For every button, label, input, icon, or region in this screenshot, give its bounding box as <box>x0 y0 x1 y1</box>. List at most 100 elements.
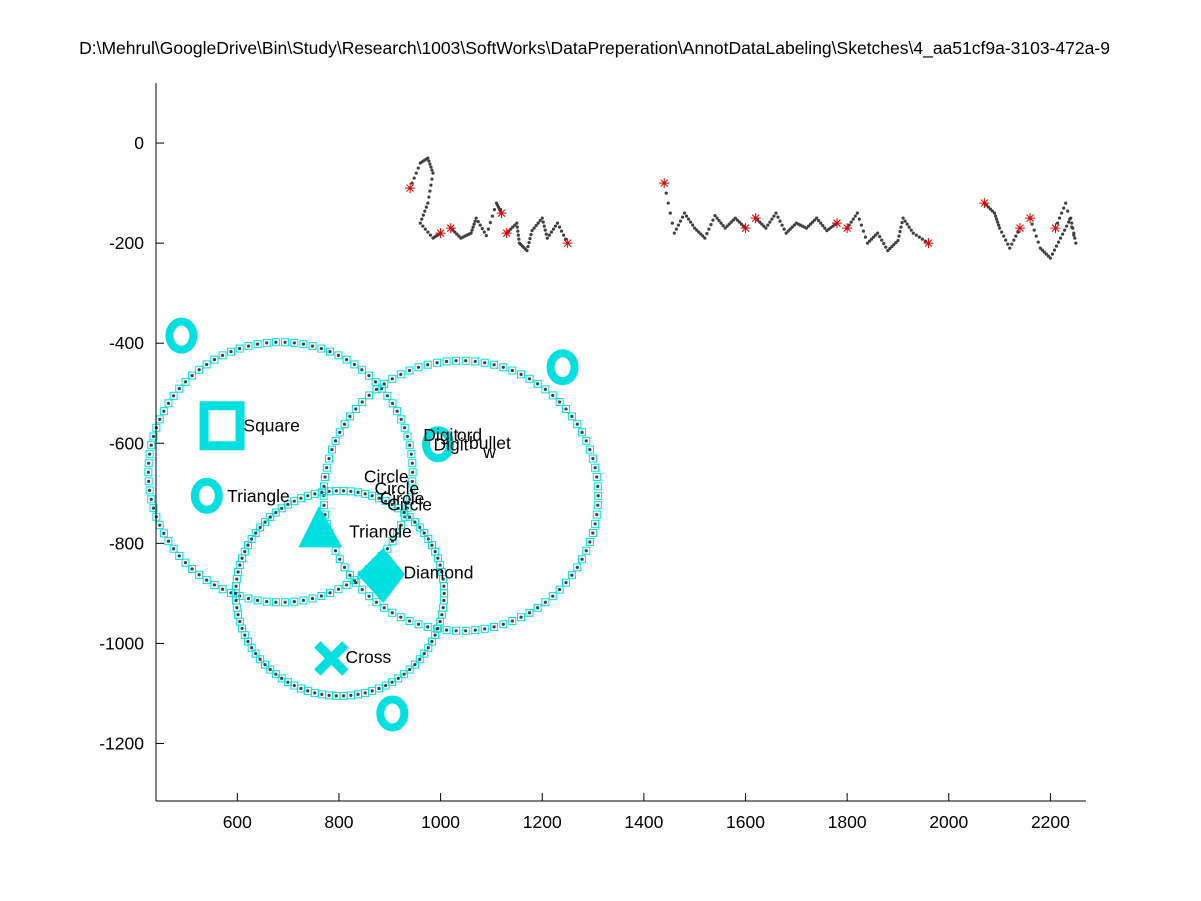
circle-point <box>327 456 331 461</box>
circle-point <box>344 583 349 587</box>
circle-point <box>349 693 353 697</box>
circle-point <box>510 368 514 373</box>
handwriting-point <box>869 237 874 241</box>
circle-point <box>444 628 449 632</box>
circle-point <box>292 683 296 688</box>
circle-point <box>558 588 562 592</box>
circle-point-box <box>188 564 197 573</box>
handwriting-point <box>721 223 725 228</box>
circle-point <box>220 353 225 357</box>
circle-point-box <box>442 626 451 635</box>
circle-point <box>356 692 360 696</box>
circle-point <box>310 596 315 601</box>
circle-point-box <box>266 513 275 522</box>
handwriting-point <box>914 233 918 237</box>
handwriting-point <box>416 166 420 170</box>
y-tick-label: -800 <box>109 533 144 553</box>
circle-point-box <box>247 643 256 652</box>
circle-point <box>149 497 153 501</box>
circle-point-box <box>169 544 178 553</box>
handwriting-point <box>784 231 788 235</box>
handwriting-point <box>1000 230 1004 234</box>
circle-point <box>274 340 278 344</box>
circle-point <box>413 520 417 524</box>
y-tick-label: -400 <box>109 333 144 353</box>
handwriting-point <box>813 218 817 222</box>
circle-point-box <box>322 463 331 472</box>
y-tick-label: -1200 <box>99 733 144 753</box>
handwriting-point <box>543 228 547 232</box>
circle-point <box>220 587 225 591</box>
circle-point <box>246 639 250 644</box>
handwriting-point <box>559 229 564 233</box>
handwriting-point <box>428 233 433 237</box>
circle-point-box <box>588 529 597 538</box>
handwriting-point <box>867 239 872 243</box>
stroke-endpoint-marker <box>405 183 416 194</box>
circle-point <box>596 494 600 498</box>
handwriting-point <box>897 234 901 238</box>
handwriting-point <box>551 227 556 231</box>
circle-point-box <box>145 486 154 495</box>
handwriting-point <box>547 233 551 237</box>
handwriting-point <box>541 220 545 224</box>
handwriting-point <box>876 231 880 235</box>
circle-point-box <box>335 555 344 564</box>
handwriting-point <box>871 235 876 239</box>
circle-point <box>342 489 346 493</box>
circle-point-box <box>508 617 517 626</box>
circle-point-box <box>380 603 389 612</box>
circle-point-box <box>335 428 344 437</box>
handwriting-point <box>672 231 676 235</box>
circle-point-box <box>408 459 417 468</box>
circle-point <box>274 672 278 676</box>
circle-point-box <box>320 482 329 491</box>
stroke-endpoint-marker <box>842 223 853 234</box>
shape-traces <box>165 317 579 732</box>
circle-point-box <box>175 551 184 560</box>
circle-point <box>426 363 430 367</box>
handwriting-point <box>817 218 821 223</box>
handwriting-point <box>1050 252 1055 256</box>
triangle-sketch <box>298 505 343 548</box>
handwriting-point <box>729 220 733 224</box>
handwriting-point <box>855 211 859 215</box>
annotation-label: Square <box>243 416 299 436</box>
circle-point <box>158 417 162 421</box>
circle-point-box <box>593 482 602 491</box>
handwriting-point <box>686 217 691 221</box>
handwriting-point <box>534 223 538 228</box>
handwriting-point <box>917 235 921 239</box>
circle-point <box>570 573 574 577</box>
circle-point <box>236 613 240 617</box>
y-tick-label: -1000 <box>99 633 144 653</box>
handwriting-point <box>545 236 549 240</box>
circle-point-box <box>415 655 424 664</box>
circle-point <box>377 496 381 500</box>
circle-point <box>564 407 568 411</box>
circle-point <box>527 611 532 615</box>
circle-point-box <box>499 620 508 629</box>
circle-point-box <box>271 338 280 347</box>
handwriting-point <box>544 232 548 236</box>
circle-point <box>360 588 364 592</box>
circle-point <box>408 515 412 519</box>
circle-point-box <box>345 412 354 421</box>
handwriting-point <box>900 220 904 225</box>
circle-point-box <box>147 495 156 504</box>
circle-point-box <box>181 377 190 386</box>
circle-point-box <box>327 445 336 454</box>
handwriting-point <box>511 225 515 229</box>
handwriting-point <box>995 220 1000 224</box>
y-tick-label: -200 <box>109 233 144 253</box>
handwriting-point <box>1034 234 1038 238</box>
circle-point <box>292 499 296 503</box>
circle-point-box <box>358 397 367 406</box>
circle-point <box>416 622 421 626</box>
circle-point <box>320 692 324 696</box>
circle-point-box <box>541 598 550 607</box>
circle-point-box <box>410 660 419 669</box>
circle-point <box>435 361 439 365</box>
handwriting-point <box>1070 221 1074 225</box>
circle-point-box <box>262 338 271 347</box>
